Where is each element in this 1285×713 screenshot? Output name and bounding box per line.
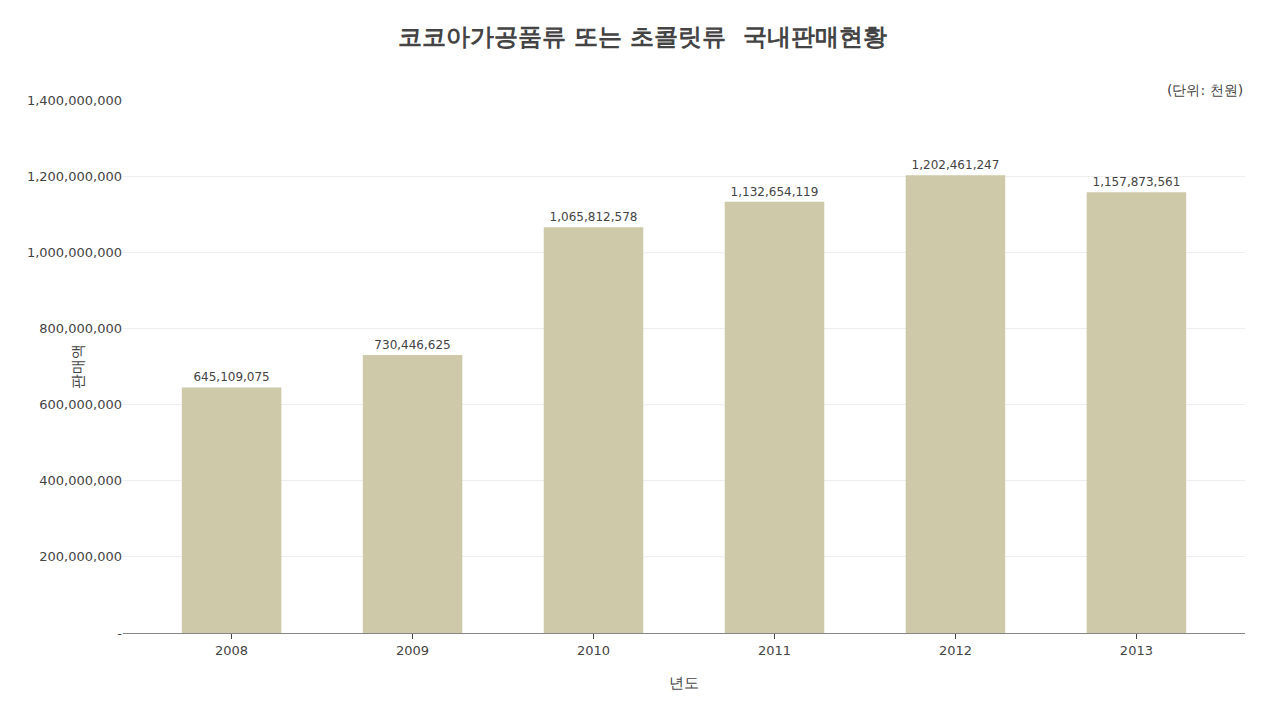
svg-text:1,400,000,000: 1,400,000,000 bbox=[27, 93, 122, 108]
svg-text:1,000,000,000: 1,000,000,000 bbox=[27, 245, 122, 260]
svg-text:730,446,625: 730,446,625 bbox=[374, 338, 450, 352]
svg-text:400,000,000: 400,000,000 bbox=[39, 473, 122, 488]
svg-text:(단위: 천원): (단위: 천원) bbox=[1167, 82, 1243, 98]
svg-text:2009: 2009 bbox=[396, 643, 429, 658]
svg-text:2013: 2013 bbox=[1120, 643, 1153, 658]
svg-text:2010: 2010 bbox=[577, 643, 610, 658]
svg-text:2008: 2008 bbox=[215, 643, 248, 658]
svg-text:-: - bbox=[117, 626, 122, 641]
svg-text:1,202,461,247: 1,202,461,247 bbox=[912, 158, 1000, 172]
svg-text:600,000,000: 600,000,000 bbox=[39, 397, 122, 412]
svg-text:200,000,000: 200,000,000 bbox=[39, 549, 122, 564]
svg-text:1,157,873,561: 1,157,873,561 bbox=[1093, 175, 1181, 189]
svg-text:645,109,075: 645,109,075 bbox=[193, 370, 269, 384]
svg-text:1,065,812,578: 1,065,812,578 bbox=[550, 210, 638, 224]
svg-text:1,132,654,119: 1,132,654,119 bbox=[731, 185, 819, 199]
svg-text:1,200,000,000: 1,200,000,000 bbox=[27, 169, 122, 184]
svg-text:800,000,000: 800,000,000 bbox=[39, 321, 122, 336]
svg-text:2012: 2012 bbox=[939, 643, 972, 658]
svg-text:년도: 년도 bbox=[669, 674, 699, 692]
svg-text:코코아가공품류 또는 초콜릿류 국내판매현황: 코코아가공품류 또는 초콜릿류 국내판매현황 bbox=[398, 23, 887, 51]
svg-text:2011: 2011 bbox=[758, 643, 791, 658]
svg-text:판매액: 판매액 bbox=[69, 344, 87, 389]
